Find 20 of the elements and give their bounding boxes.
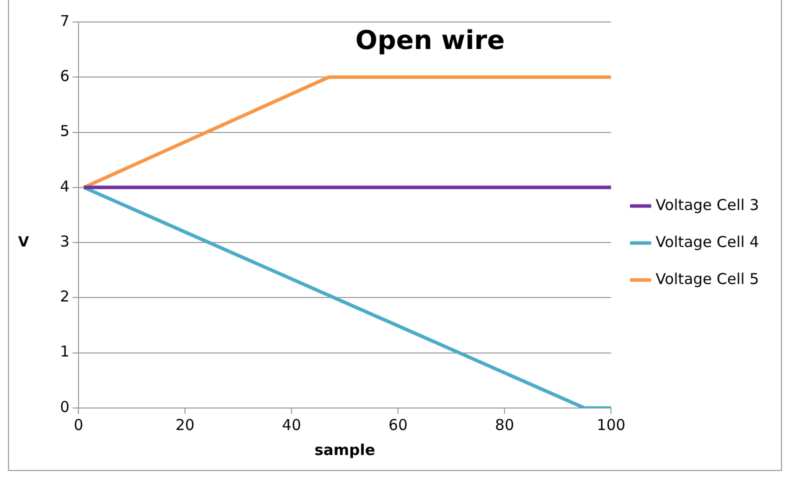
x-axis-title: sample [314,440,376,459]
x-tick-label: 20 [176,416,195,434]
y-tick-label: 6 [60,67,70,86]
y-axis-title: V [18,234,30,251]
legend-label: Voltage Cell 4 [656,232,760,251]
y-tick-label: 3 [60,232,70,250]
x-tick-label: 60 [388,416,408,434]
x-tick-label: 40 [282,416,302,434]
legend-label: Voltage Cell 3 [656,196,760,214]
y-tick-label: 7 [60,12,70,30]
x-tick-label: 100 [596,416,626,434]
chart-title: Open wire [355,26,505,56]
x-tick-label: 0 [74,416,84,434]
legend-label: Voltage Cell 5 [656,270,760,288]
y-tick-label: 1 [60,342,70,361]
y-tick-label: 5 [60,122,70,140]
y-tick-label: 0 [60,398,70,416]
y-tick-label: 4 [60,177,70,196]
x-tick-label: 80 [495,416,514,434]
y-tick-label: 2 [60,288,70,306]
